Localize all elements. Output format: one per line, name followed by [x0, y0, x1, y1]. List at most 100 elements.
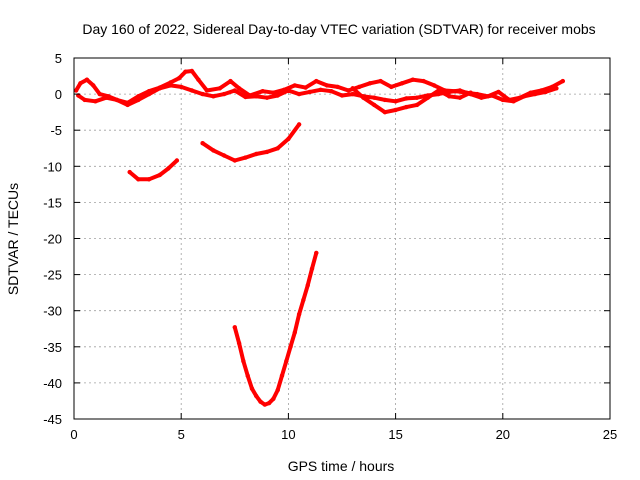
data-point — [309, 266, 315, 271]
data-point — [221, 153, 227, 158]
data-point — [511, 99, 516, 104]
data-point — [262, 402, 267, 407]
data-point — [78, 81, 83, 86]
data-point — [125, 102, 130, 108]
data-point — [410, 77, 415, 82]
data-point — [447, 89, 452, 95]
series-trace-deep — [232, 250, 319, 407]
data-point — [339, 93, 345, 98]
data-point — [104, 95, 109, 100]
data-point — [350, 91, 355, 97]
data-point — [468, 90, 473, 95]
data-point — [232, 158, 237, 163]
x-tick-label: 25 — [603, 427, 617, 442]
data-point — [189, 68, 195, 74]
y-tick-label: -15 — [43, 195, 62, 210]
series-line — [76, 83, 559, 107]
data-point — [305, 283, 310, 288]
grid-lines — [74, 58, 610, 419]
data-point — [314, 78, 319, 84]
data-point — [174, 158, 180, 163]
chart-title: Day 160 of 2022, Sidereal Day-to-day VTE… — [82, 21, 595, 37]
data-point — [264, 95, 270, 100]
series-trace-upper-1 — [73, 68, 565, 106]
y-tick-label: -10 — [43, 159, 62, 174]
data-point — [500, 97, 505, 103]
data-point — [258, 399, 263, 404]
data-point — [228, 78, 233, 84]
data-point — [200, 91, 205, 97]
data-point — [414, 95, 420, 100]
data-point — [367, 81, 373, 86]
data-point — [97, 91, 102, 97]
series-trace-upper-2 — [76, 83, 559, 108]
y-tick-label: 0 — [55, 87, 62, 102]
data-point — [136, 177, 141, 182]
x-tick-label: 10 — [281, 427, 295, 442]
data-point — [457, 95, 463, 100]
data-point — [372, 102, 377, 108]
x-tick-label: 15 — [388, 427, 402, 442]
y-tick-label: -35 — [43, 340, 62, 355]
data-point — [357, 84, 362, 90]
data-series — [73, 68, 565, 407]
data-point — [318, 87, 323, 93]
data-point — [296, 91, 302, 97]
data-point — [271, 90, 276, 95]
y-tick-label: -45 — [43, 412, 62, 427]
data-point — [554, 86, 559, 91]
data-point — [254, 151, 259, 157]
y-tick-label: -40 — [43, 376, 62, 391]
data-point — [166, 166, 171, 171]
data-point — [393, 107, 398, 113]
data-point — [314, 250, 319, 256]
data-point — [243, 155, 248, 160]
data-point — [414, 102, 420, 108]
data-point — [157, 172, 162, 178]
data-point — [335, 84, 340, 90]
data-point — [243, 94, 248, 100]
data-point — [361, 95, 366, 100]
data-point — [82, 97, 87, 103]
data-point — [93, 99, 98, 104]
data-point — [404, 104, 409, 110]
data-point — [73, 88, 79, 93]
data-point — [260, 89, 265, 94]
data-point — [286, 136, 291, 142]
data-point — [221, 91, 227, 97]
data-point — [189, 88, 195, 93]
data-point — [204, 88, 210, 93]
y-tick-label: -25 — [43, 268, 62, 283]
data-point — [286, 88, 291, 93]
data-point — [543, 89, 548, 95]
data-point — [393, 99, 398, 104]
data-point — [372, 95, 377, 100]
data-point — [211, 94, 216, 99]
data-point — [425, 95, 430, 100]
data-point — [288, 344, 293, 349]
data-point — [266, 400, 272, 406]
data-point — [183, 69, 188, 74]
y-tick-label: -20 — [43, 232, 62, 247]
data-point — [284, 359, 289, 364]
x-tick-label: 5 — [178, 427, 185, 442]
data-point — [329, 89, 334, 94]
data-point — [382, 110, 388, 115]
data-point — [496, 89, 501, 95]
data-point — [532, 91, 538, 97]
series-trace-mid-right — [200, 122, 302, 163]
data-point — [378, 78, 383, 84]
data-point — [236, 86, 242, 91]
data-point — [279, 373, 285, 378]
data-point — [271, 396, 276, 401]
data-point — [157, 86, 162, 91]
data-point — [254, 393, 259, 399]
series-line — [200, 122, 302, 163]
y-tick-label: -30 — [43, 304, 62, 319]
data-point — [522, 94, 527, 99]
data-point — [457, 88, 463, 93]
data-point — [382, 97, 388, 103]
data-point — [211, 148, 216, 153]
series-trace-mid-left — [127, 158, 180, 182]
